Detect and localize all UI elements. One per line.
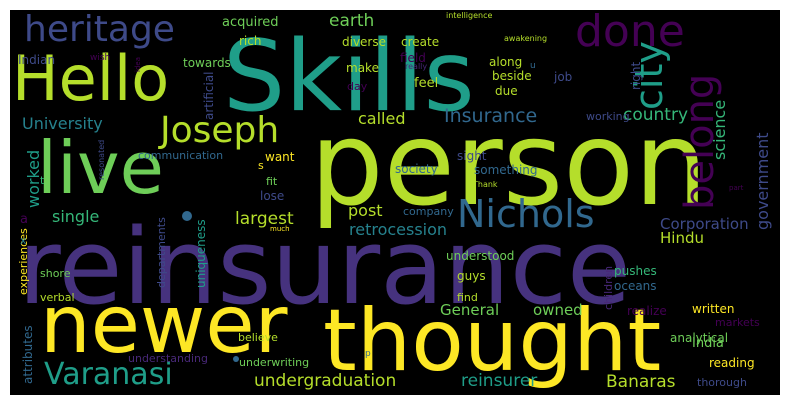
word: single <box>52 207 100 226</box>
word: analytical <box>670 331 729 345</box>
word: reading <box>709 356 755 370</box>
word: find <box>457 291 478 304</box>
word: Hindu <box>660 229 704 247</box>
word: guys <box>457 269 486 283</box>
word: owned <box>533 301 583 319</box>
word: intelligence <box>446 11 493 20</box>
word: retrocession <box>349 220 448 239</box>
word: Varanasi <box>44 357 173 392</box>
word: country <box>623 105 689 125</box>
word: University <box>22 114 103 133</box>
word: Joseph <box>160 110 280 151</box>
word: Corporation <box>660 215 749 233</box>
word: earth <box>329 11 375 31</box>
word: field <box>400 51 426 65</box>
word: understood <box>446 249 515 263</box>
word: feel <box>414 76 439 91</box>
word: awakening <box>504 34 548 43</box>
word: Insurance <box>444 105 538 127</box>
word: uniqueness <box>194 219 208 288</box>
word: General <box>440 301 500 319</box>
word: a <box>20 212 28 227</box>
word: p <box>365 349 371 359</box>
word: Hello <box>12 42 170 115</box>
word: person <box>310 97 708 232</box>
word: want <box>265 150 295 164</box>
word: newer <box>40 278 288 371</box>
word: due <box>495 84 518 98</box>
word: create <box>401 35 440 49</box>
word: pushes <box>614 264 657 278</box>
word: realize <box>627 304 667 318</box>
word: acquired <box>222 15 279 30</box>
word: Thank <box>473 180 498 189</box>
word: heritage <box>24 10 175 50</box>
word: markets <box>715 316 760 329</box>
word: sight <box>457 149 487 163</box>
word: thorough <box>697 376 747 389</box>
word: artificial <box>202 71 216 120</box>
word: towards <box>183 56 231 70</box>
word: wish <box>90 53 111 63</box>
word: Indian <box>18 53 56 67</box>
word: government <box>753 132 772 230</box>
word: Banaras <box>606 372 676 392</box>
word: undergraduation <box>254 371 397 391</box>
word: society <box>395 162 438 176</box>
word: resonated <box>97 139 106 180</box>
word: attributes <box>21 325 35 384</box>
word: u <box>530 61 536 71</box>
word: working <box>586 110 630 123</box>
word: Skills <box>223 20 475 134</box>
word: called <box>358 109 406 128</box>
word: India <box>692 336 724 351</box>
word: departments <box>155 217 168 288</box>
word: day <box>347 80 368 93</box>
word: Nichols <box>457 192 595 236</box>
word: done <box>575 10 685 57</box>
word: job <box>554 70 573 84</box>
word: oceans <box>614 279 657 293</box>
word: s <box>258 159 264 172</box>
word: shore <box>40 267 71 280</box>
word: rich <box>239 34 262 48</box>
word: thought <box>323 291 662 391</box>
word: post <box>348 201 383 220</box>
word: along <box>489 55 523 69</box>
word: science <box>710 99 729 160</box>
word: verbal <box>40 291 75 304</box>
word: believe <box>238 331 278 344</box>
word-cloud: reinsurance person Skills newer thought … <box>10 10 780 395</box>
word: part <box>729 184 744 192</box>
word: something <box>474 163 538 177</box>
word: understanding <box>128 352 208 365</box>
word: idea <box>134 57 142 72</box>
word: live <box>37 126 164 210</box>
word: underwriting <box>239 356 310 369</box>
word: beside <box>492 69 532 83</box>
word: reinsurance <box>18 206 631 328</box>
word: children <box>602 265 615 310</box>
word: t <box>40 174 45 187</box>
word: x <box>20 234 27 247</box>
word: really <box>405 62 428 71</box>
word: company <box>403 205 454 218</box>
word: diverse <box>342 35 387 49</box>
word: reinsurer <box>461 371 538 391</box>
word: fit <box>266 175 278 188</box>
word: much <box>270 225 290 233</box>
word: written <box>692 302 735 316</box>
word: largest <box>235 209 294 229</box>
word: lose <box>260 189 285 203</box>
word: make <box>346 61 379 75</box>
word: right <box>629 61 643 90</box>
word: communication <box>138 149 224 162</box>
